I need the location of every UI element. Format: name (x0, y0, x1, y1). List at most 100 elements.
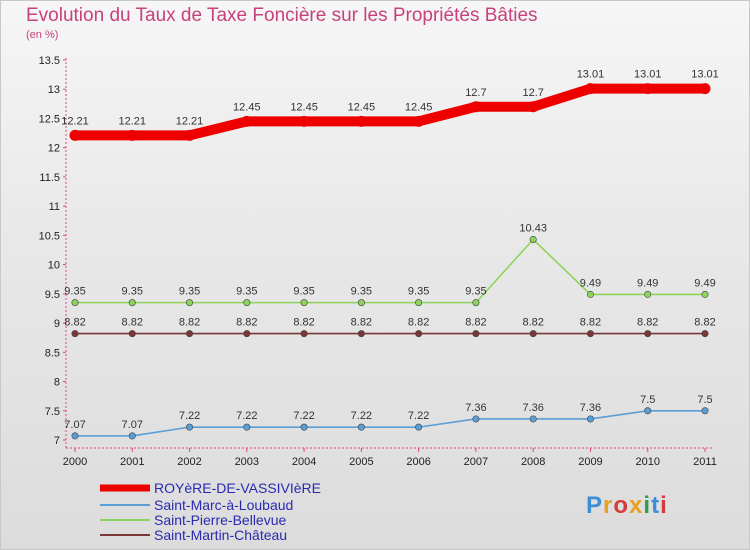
data-label: 9.49 (637, 277, 658, 289)
data-point (472, 415, 480, 423)
data-label: 7.5 (697, 394, 712, 406)
data-point (71, 299, 79, 307)
data-point (243, 299, 251, 307)
data-label: 12.21 (119, 115, 147, 127)
x-tick-label: 2000 (63, 456, 87, 468)
data-label: 9.49 (694, 277, 715, 289)
y-tick-label: 12.5 (39, 113, 60, 125)
data-label: 9.35 (236, 286, 257, 298)
data-label: 7.07 (64, 419, 85, 431)
x-tick-label: 2002 (177, 456, 201, 468)
chart-subtitle: (en %) (26, 29, 59, 41)
series-0 (69, 83, 711, 141)
data-point (415, 330, 423, 338)
y-tick-label: 8.5 (45, 347, 60, 359)
data-point (357, 330, 365, 338)
data-point (586, 415, 594, 423)
series-layer (69, 83, 711, 440)
data-label: 9.35 (64, 286, 85, 298)
data-label: 8.82 (64, 317, 85, 329)
y-tick-label: 11 (49, 201, 60, 213)
data-point (298, 115, 310, 127)
y-tick-label: 7.5 (45, 406, 60, 418)
data-labels-layer: 7.07 7.07 7.22 7.22 7.22 7.22 7.22 7.36 7.36 7.36… (61, 69, 719, 431)
data-label: 8.82 (522, 317, 543, 329)
data-label: 8.82 (580, 317, 601, 329)
y-tick-label: 13.5 (39, 55, 60, 67)
legend: ROYèRE-DE-VASSIVIèRESaint-Marc-à-Loubaud… (100, 480, 321, 543)
data-label: 7.36 (522, 402, 543, 414)
logo-letter: t (651, 492, 661, 519)
x-tick-label: 2003 (235, 456, 259, 468)
y-tick-label: 8 (54, 377, 60, 389)
data-label: 12.21 (61, 115, 89, 127)
data-point (300, 423, 308, 431)
data-label: 8.82 (351, 317, 372, 329)
data-point (644, 330, 652, 338)
data-point (243, 330, 251, 338)
data-label: 8.82 (694, 317, 715, 329)
y-tick-label: 11.5 (39, 172, 60, 184)
legend-item: Saint-Marc-à-Loubaud (154, 497, 293, 513)
series-2 (71, 235, 709, 307)
data-label: 9.35 (293, 286, 314, 298)
data-label: 7.22 (179, 410, 200, 422)
y-tick-label: 9.5 (45, 289, 60, 301)
data-label: 12.7 (465, 87, 486, 99)
data-label: 9.35 (408, 286, 429, 298)
y-tick-label: 9 (54, 318, 60, 330)
data-label: 7.22 (408, 410, 429, 422)
series-line (74, 238, 706, 304)
data-label: 13.01 (634, 69, 662, 81)
series-1 (71, 407, 709, 440)
data-label: 7.22 (236, 410, 257, 422)
legend-item: ROYèRE-DE-VASSIVIèRE (154, 480, 321, 496)
data-label: 7.36 (580, 402, 601, 414)
data-point (300, 330, 308, 338)
data-point (644, 290, 652, 298)
data-point (415, 423, 423, 431)
x-tick-label: 2001 (120, 456, 144, 468)
x-tick-label: 2004 (292, 456, 316, 468)
data-label: 12.21 (176, 115, 204, 127)
data-label: 12.45 (290, 101, 318, 113)
legend-item: Saint-Pierre-Bellevue (154, 512, 286, 528)
proxiti-logo-text: Proxiti (586, 492, 668, 519)
data-point (586, 330, 594, 338)
data-label: 13.01 (691, 69, 719, 81)
data-point (357, 423, 365, 431)
data-point (529, 330, 537, 338)
x-tick-label: 2009 (578, 456, 602, 468)
data-point (529, 415, 537, 423)
data-point (128, 432, 136, 440)
data-label: 12.45 (348, 101, 376, 113)
data-point (472, 299, 480, 307)
y-tick-label: 12 (48, 143, 60, 155)
data-label: 8.82 (236, 317, 257, 329)
chart-title: Evolution du Taux de Taxe Foncière sur l… (26, 5, 538, 26)
data-label: 8.82 (122, 317, 143, 329)
data-point (529, 235, 537, 243)
data-label: 9.49 (580, 277, 601, 289)
data-point (470, 101, 482, 113)
legend-item: Saint-Martin-Château (154, 527, 287, 543)
data-point (126, 129, 138, 141)
data-point (355, 115, 367, 127)
data-label: 7.5 (640, 394, 655, 406)
y-tick-label: 10.5 (39, 230, 60, 242)
series-3 (71, 330, 709, 338)
data-label: 9.35 (465, 286, 486, 298)
data-point (71, 432, 79, 440)
data-point (586, 290, 594, 298)
data-point (128, 330, 136, 338)
data-point (357, 299, 365, 307)
logo-letter: r (603, 492, 614, 519)
data-label: 8.82 (637, 317, 658, 329)
data-point (243, 423, 251, 431)
data-label: 8.82 (408, 317, 429, 329)
data-point (128, 299, 136, 307)
x-tick-label: 2007 (464, 456, 488, 468)
data-label: 9.35 (351, 286, 372, 298)
y-tick-label: 7 (54, 435, 60, 447)
data-point (701, 330, 709, 338)
